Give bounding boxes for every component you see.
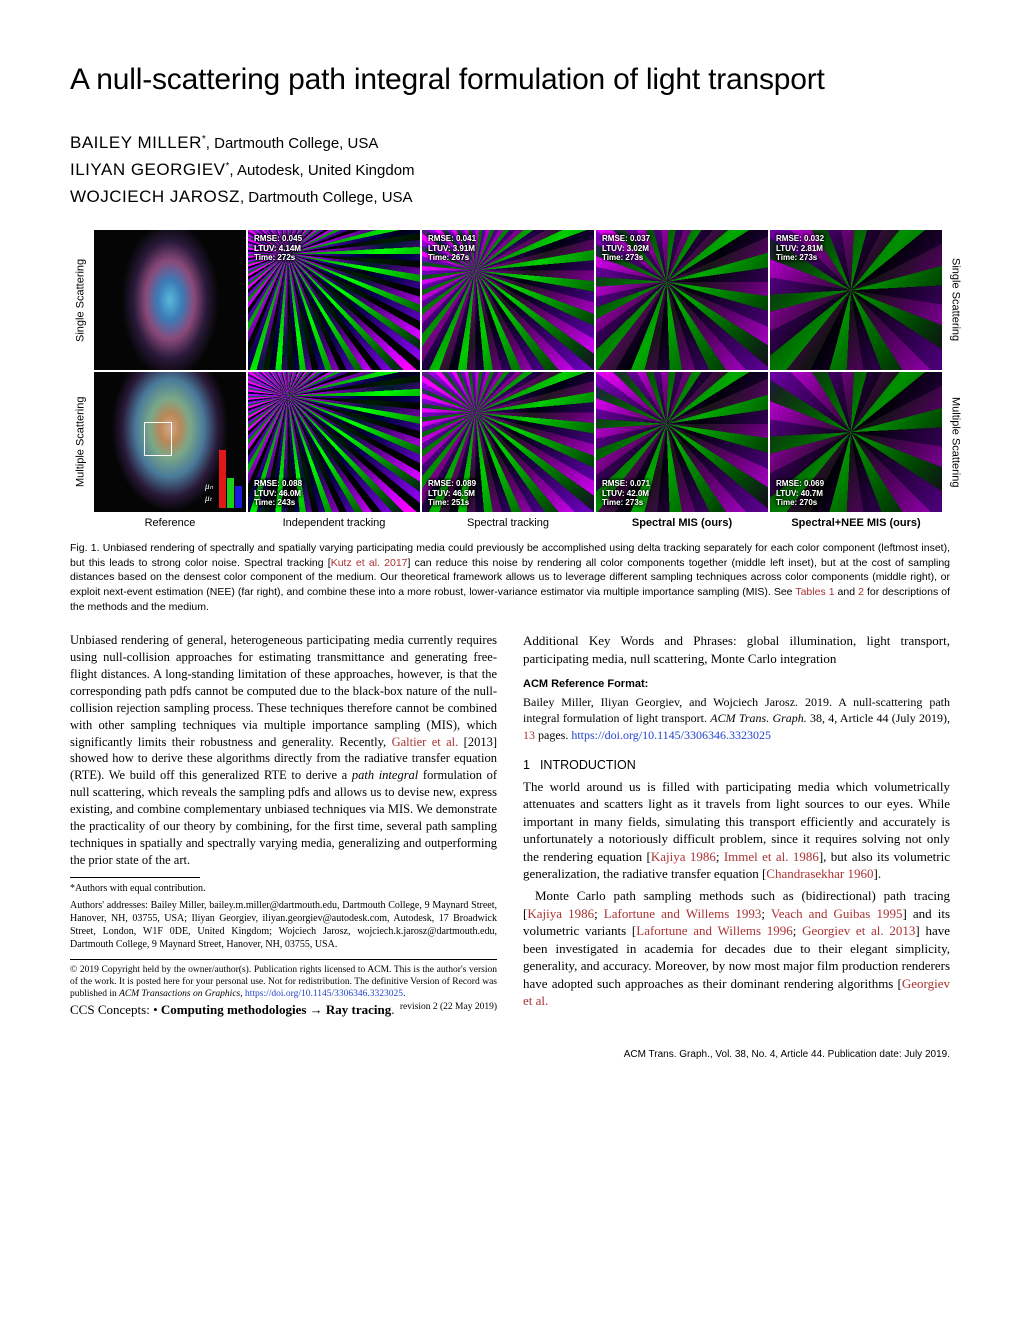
row-label-single: Single Scattering (70, 230, 92, 370)
body-columns: Unbiased rendering of general, heterogen… (70, 632, 950, 1018)
panel-spectral-bot: RMSE: 0.089LTUV: 46.5MTime: 251s (422, 372, 594, 512)
panel-reference-bot: μₙμₜ (94, 372, 246, 512)
cite-chandra[interactable]: Chandrasekhar 1960 (766, 866, 873, 881)
teaser-figure: Single Scattering RMSE: 0.045LTUV: 4.14M… (70, 230, 950, 531)
pages-link[interactable]: 13 (523, 728, 535, 742)
cite-kutz[interactable]: Kutz et al. 2017 (331, 557, 408, 569)
cite-vg95[interactable]: Veach and Guibas 1995 (771, 906, 903, 921)
running-footer: ACM Trans. Graph., Vol. 38, No. 4, Artic… (70, 1048, 950, 1062)
author-name: WOJCIECH JAROSZ (70, 187, 240, 206)
row-label-multiple: Multiple Scattering (70, 372, 92, 512)
copyright-block: © 2019 Copyright held by the owner/autho… (70, 959, 497, 1001)
footnote-rule (70, 877, 200, 878)
row-label-multiple-r: Multiple Scattering (944, 372, 966, 512)
author-name: BAILEY MILLER (70, 133, 202, 152)
ref-table1[interactable]: Tables 1 (795, 586, 834, 598)
column-labels: Reference Independent tracking Spectral … (70, 516, 950, 531)
intro-p1: The world around us is filled with parti… (523, 778, 950, 883)
cite-kajiya86[interactable]: Kajiya 1986 (651, 849, 716, 864)
keywords: Additional Key Words and Phrases: global… (523, 632, 950, 667)
abstract: Unbiased rendering of general, heterogen… (70, 632, 497, 868)
ref-format: Bailey Miller, Iliyan Georgiev, and Wojc… (523, 694, 950, 743)
intro-p2: Monte Carlo path sampling methods such a… (523, 887, 950, 1010)
cite-lw93[interactable]: Lafortune and Willems 1993 (604, 906, 762, 921)
inset-indicator (144, 422, 172, 456)
cite-geo13[interactable]: Georgiev et al. 2013 (802, 923, 915, 938)
bar-g (227, 478, 234, 508)
cite-immel[interactable]: Immel et al. 1986 (724, 849, 819, 864)
bar-b (235, 486, 242, 508)
author-name: ILIYAN GEORGIEV (70, 160, 226, 179)
ref-format-head: ACM Reference Format: (523, 677, 950, 692)
panel-mis-top: RMSE: 0.037LTUV: 3.02MTime: 273s (596, 230, 768, 370)
cite-kajiya86b[interactable]: Kajiya 1986 (527, 906, 594, 921)
panel-mis-bot: RMSE: 0.071LTUV: 42.0MTime: 273s (596, 372, 768, 512)
doi-link-2[interactable]: https://doi.org/10.1145/3306346.3323025 (571, 728, 771, 742)
panel-indep-top: RMSE: 0.045LTUV: 4.14MTime: 272s (248, 230, 420, 370)
figure-caption: Fig. 1. Unbiased rendering of spectrally… (70, 541, 950, 614)
cite-galtier[interactable]: Galtier et al. (392, 735, 459, 749)
panel-reference-top (94, 230, 246, 370)
panel-spectral-top: RMSE: 0.041LTUV: 3.91MTime: 267s (422, 230, 594, 370)
paper-title: A null-scattering path integral formulat… (70, 60, 950, 101)
contrib-footnote: *Authors with equal contribution. (70, 882, 497, 895)
address-footnote: Authors' addresses: Bailey Miller, baile… (70, 899, 497, 951)
doi-link[interactable]: https://doi.org/10.1145/3306346.3323025 (245, 989, 403, 999)
row-label-single-r: Single Scattering (944, 230, 966, 370)
section-intro-head: 1INTRODUCTION (523, 757, 950, 774)
cite-lw96[interactable]: Lafortune and Willems 1996 (636, 923, 792, 938)
extinction-bars: μₙμₜ (219, 450, 242, 508)
panel-nee-bot: RMSE: 0.069LTUV: 40.7MTime: 270s (770, 372, 942, 512)
panel-nee-top: RMSE: 0.032LTUV: 2.81MTime: 273s (770, 230, 942, 370)
author-block: BAILEY MILLER*, Dartmouth College, USA I… (70, 129, 950, 211)
panel-indep-bot: RMSE: 0.088LTUV: 46.0MTime: 243s (248, 372, 420, 512)
bar-r (219, 450, 226, 508)
